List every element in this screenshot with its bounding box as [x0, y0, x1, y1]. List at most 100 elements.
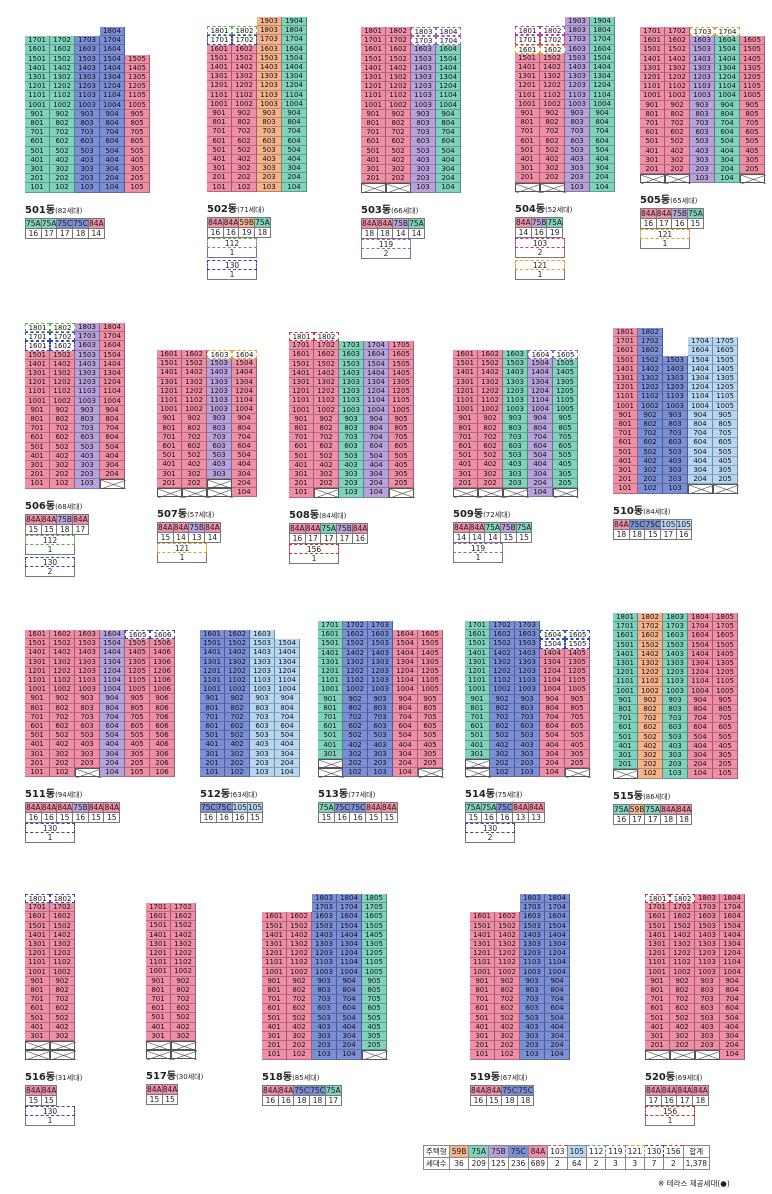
- unit-cell: 302: [314, 470, 339, 480]
- unit-cell: 905: [362, 976, 387, 986]
- unit-cell: 1001: [25, 396, 50, 406]
- type-name: 84A: [660, 803, 677, 815]
- unit-cell: 702: [490, 713, 515, 723]
- unit-cell: 1301: [645, 940, 670, 950]
- building-name: 512동: [200, 789, 231, 801]
- unit-cell: 1302: [171, 939, 196, 949]
- unit-cell: 602: [670, 1004, 695, 1014]
- type-count: 13: [512, 812, 529, 824]
- building-label: 510동(84세대): [613, 502, 670, 517]
- empty-unit-icon: [315, 489, 340, 499]
- unit-cell: 505: [362, 1013, 387, 1023]
- empty-unit-icon: [51, 1051, 76, 1061]
- unit-cell: 1004: [100, 685, 125, 695]
- unit-cell: 102: [343, 768, 368, 778]
- unit-cell: 403: [75, 451, 100, 461]
- unit-cell: 1304: [720, 940, 745, 950]
- unit-cell: 105: [125, 183, 150, 193]
- unit-cell: 1504: [688, 640, 713, 650]
- unit-cell: 403: [695, 1022, 720, 1032]
- type-name: 75C: [501, 1084, 519, 1096]
- unit-cell: 602: [478, 442, 503, 452]
- unit-cell: 1301: [453, 377, 478, 387]
- unit-cell: 403: [515, 740, 540, 750]
- type-count: 18: [692, 1094, 709, 1106]
- unit-cell: 505: [713, 447, 738, 457]
- unit-cell: [453, 488, 479, 498]
- unit-cell: 1203: [565, 81, 590, 91]
- unit-cell: 201: [25, 758, 50, 768]
- unit-cell: 1602: [171, 912, 196, 922]
- unit-cell: 1601: [25, 912, 50, 922]
- unit-cell: 303: [663, 751, 688, 761]
- unit-cell: 701: [465, 713, 490, 723]
- unit-cell: 1502: [171, 921, 196, 931]
- unit-cell: 806: [150, 703, 175, 713]
- type-count: 14: [172, 532, 190, 544]
- building-label: 511동(94세대): [25, 785, 82, 800]
- unit-cell: 1202: [232, 81, 257, 91]
- unit-cell: 501: [146, 1013, 171, 1023]
- unit-cell: 101: [25, 768, 50, 778]
- unit-cell: 1201: [146, 949, 171, 959]
- unit-cell: 1101: [200, 676, 225, 686]
- unit-cell: 1305: [418, 657, 443, 667]
- unit-cell: 703: [75, 712, 100, 722]
- unit-cell: 1203: [312, 949, 337, 959]
- unit-cell: 1602: [343, 630, 368, 640]
- unit-cell: [361, 183, 387, 194]
- unit-cell: 1004: [545, 967, 570, 977]
- unit-cell: 703: [503, 432, 528, 442]
- unit-cell: 502: [495, 1013, 520, 1023]
- unit-cell: 804: [436, 119, 461, 129]
- unit-cell: 904: [100, 694, 125, 704]
- unit-cell: 903: [663, 410, 688, 420]
- unit-cell: 201: [470, 1041, 495, 1051]
- unit-cell: 1103: [663, 677, 688, 687]
- unit-cell: 501: [465, 731, 490, 741]
- unit-cell: 1802: [638, 328, 663, 338]
- unit-cell: 404: [282, 155, 307, 165]
- unit-cell: 902: [386, 109, 411, 119]
- unit-cell: 805: [125, 703, 150, 713]
- type-count: 17: [644, 813, 662, 825]
- unit-cell: 1005: [740, 91, 765, 101]
- unit-cell: 1001: [25, 100, 50, 110]
- unit-cell: 1504: [688, 355, 713, 365]
- unit-cell: 1103: [368, 676, 393, 686]
- empty-unit-icon: [479, 489, 504, 498]
- unit-cell: 1402: [50, 648, 75, 658]
- unit-cell: 505: [553, 451, 578, 461]
- unit-cell: 1503: [520, 921, 545, 931]
- unit-cell: 704: [688, 714, 713, 724]
- unit-cell: 504: [715, 137, 740, 147]
- type-count: 15: [365, 812, 382, 824]
- unit-cell: 1201: [470, 949, 495, 959]
- unit-cell: 603: [75, 137, 100, 147]
- unit-cell: 1501: [207, 53, 232, 63]
- unit-cell: 604: [688, 438, 713, 448]
- unit-cell: 404: [590, 155, 615, 165]
- type-name: 84A: [157, 522, 174, 534]
- unit-cell: 801: [146, 985, 171, 995]
- unit-cell: 302: [638, 751, 663, 761]
- unit-cell: 401: [207, 155, 232, 165]
- unit-cell: 101: [289, 488, 314, 498]
- unit-cell: 1703: [368, 621, 393, 631]
- unit-cell: 1303: [663, 374, 688, 384]
- unit-cell: 1801: [515, 26, 540, 36]
- unit-cell: 901: [25, 694, 50, 704]
- type-name: 84A: [262, 1084, 279, 1096]
- type-count-table: 84A 84A 75C 75C 75A 16 16 18 18 17: [262, 1084, 342, 1106]
- type-name: 75A: [644, 803, 662, 815]
- unit-cell: 204: [545, 1041, 570, 1051]
- unit-cell: 1505: [125, 54, 150, 64]
- unit-cell: 903: [312, 976, 337, 986]
- unit-cell: 1102: [495, 958, 520, 968]
- unit-cell: 1304: [545, 940, 570, 950]
- unit-cell: 805: [713, 705, 738, 715]
- unit-cell: 803: [565, 118, 590, 128]
- unit-cell: 403: [565, 155, 590, 165]
- unit-cell: 1602: [478, 350, 503, 360]
- unit-cell: 1501: [25, 921, 50, 931]
